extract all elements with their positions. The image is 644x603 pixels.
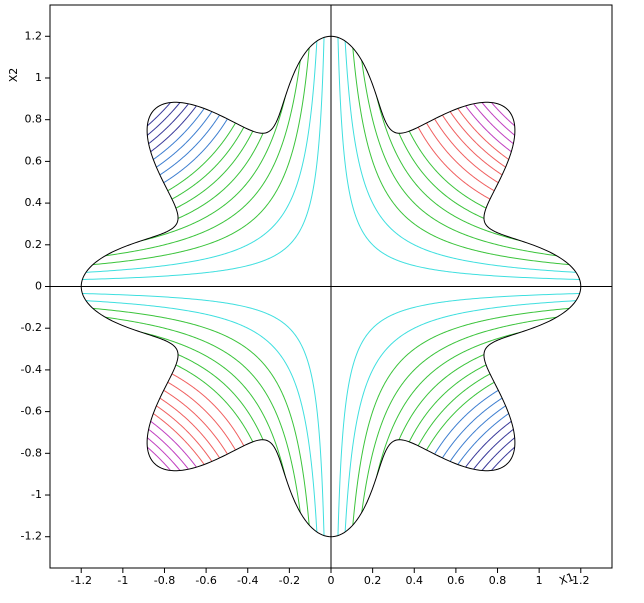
x-axis-label: X1 <box>558 570 576 587</box>
x-tick-label: 1.2 <box>572 574 590 587</box>
y-tick-label: 1 <box>35 71 42 84</box>
y-tick-label: -1.2 <box>21 530 42 543</box>
x-tick-label: -0.2 <box>279 574 300 587</box>
x-tick-label: 0.2 <box>364 574 382 587</box>
y-tick-label: -0.8 <box>21 446 42 459</box>
y-axis-label: X2 <box>7 68 20 83</box>
x-tick-label: -1.2 <box>70 574 91 587</box>
y-tick-label: 1.2 <box>25 29 43 42</box>
y-tick-label: 0 <box>35 280 42 293</box>
contour-line <box>81 36 581 537</box>
y-tick-label: -0.2 <box>21 321 42 334</box>
x-tick-label: -0.6 <box>195 574 216 587</box>
y-tick-label: 0.8 <box>25 113 43 126</box>
contour-line <box>81 36 581 537</box>
x-tick-label: 0.4 <box>406 574 424 587</box>
x-tick-label: -0.8 <box>154 574 175 587</box>
contour-line <box>81 36 581 537</box>
contour-line <box>81 36 581 537</box>
x-tick-label: 0 <box>328 574 335 587</box>
y-tick-label: 0.6 <box>25 154 43 167</box>
contour-line <box>81 36 581 537</box>
x-tick-label: 0.6 <box>447 574 465 587</box>
contour-line <box>81 36 581 537</box>
x-tick-label: 1 <box>536 574 543 587</box>
x-tick-label: 0.8 <box>489 574 507 587</box>
y-tick-label: -1 <box>31 488 42 501</box>
contour-line <box>81 36 581 537</box>
y-tick-label: 0.2 <box>25 238 43 251</box>
y-tick-label: -0.6 <box>21 405 42 418</box>
y-tick-label: 0.4 <box>25 196 43 209</box>
y-tick-label: -0.4 <box>21 363 42 376</box>
x-tick-label: -0.4 <box>237 574 258 587</box>
x-tick-label: -1 <box>117 574 128 587</box>
contour-line <box>81 36 581 537</box>
